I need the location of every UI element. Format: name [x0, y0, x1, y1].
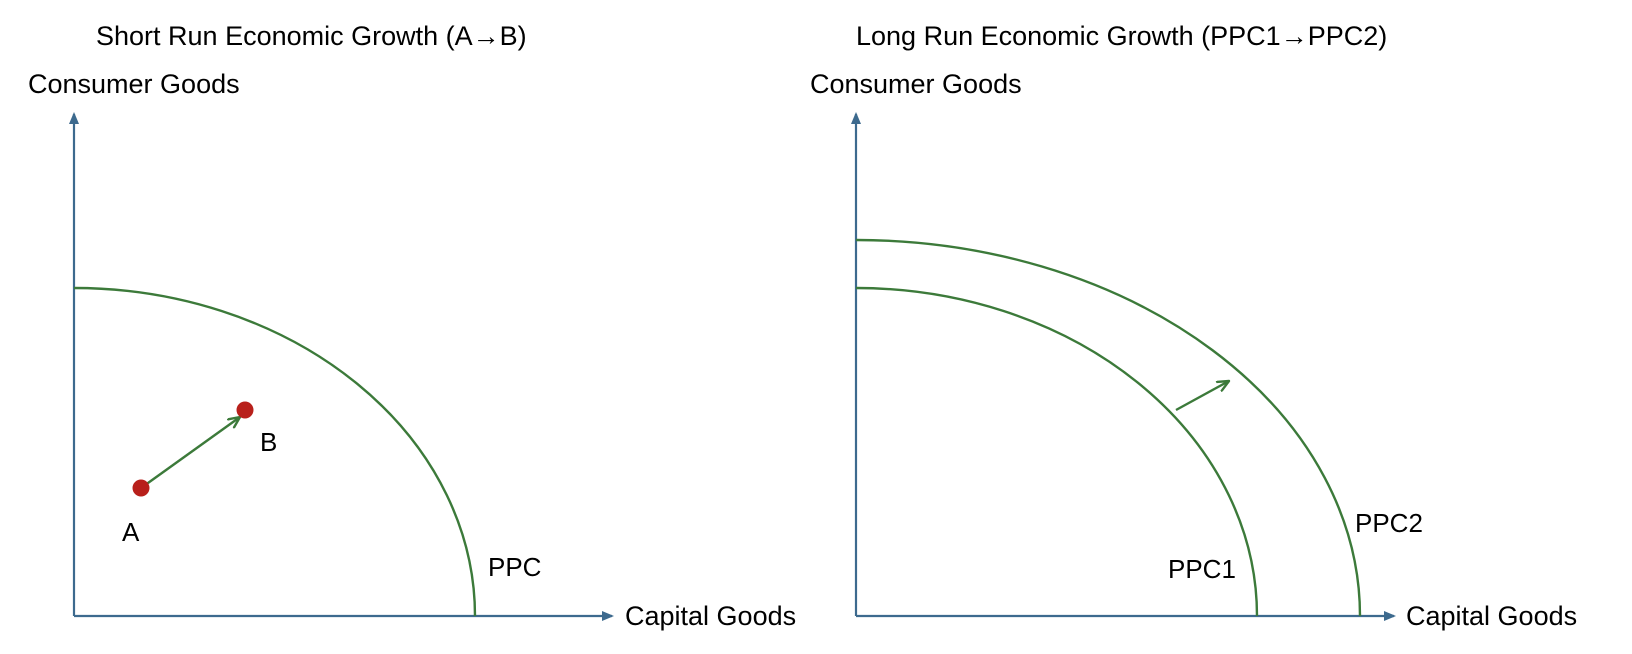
right-panel: Long Run Economic Growth (PPC1→PPC2) Con… [810, 21, 1577, 631]
left-y-axis-label: Consumer Goods [28, 69, 240, 99]
ppc1-curve [855, 286, 1259, 617]
point-b-label: B [260, 427, 277, 457]
right-x-axis-label: Capital Goods [1406, 601, 1577, 631]
a-to-b-arrow [140, 417, 240, 489]
ppc-shift-arrow [1175, 381, 1229, 412]
point-a-label: A [122, 517, 140, 547]
point-a [132, 479, 150, 497]
right-y-axis-label: Consumer Goods [810, 69, 1022, 99]
ppc-curve [73, 286, 477, 617]
ppc-curve-label: PPC [488, 552, 541, 582]
ppc2-curve [855, 238, 1362, 617]
left-panel: Short Run Economic Growth (A→B) Consumer… [28, 21, 796, 631]
point-b [236, 401, 254, 419]
ppc1-curve-label: PPC1 [1168, 554, 1236, 584]
left-panel-title: Short Run Economic Growth (A→B) [96, 21, 527, 51]
ppc2-curve-label: PPC2 [1355, 508, 1423, 538]
left-x-axis-label: Capital Goods [625, 601, 796, 631]
right-panel-title: Long Run Economic Growth (PPC1→PPC2) [856, 21, 1387, 51]
